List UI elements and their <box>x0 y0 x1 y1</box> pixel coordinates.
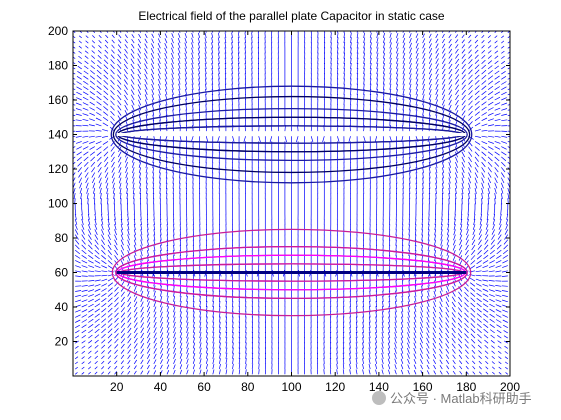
x-axis-ticks: 20 40 60 80 100 120 140 160 180 200 <box>110 31 520 394</box>
wechat-icon <box>372 391 386 405</box>
x-tick-label: 100 <box>281 380 301 394</box>
x-tick-label: 40 <box>154 380 168 394</box>
y-tick-label: 100 <box>48 197 68 211</box>
y-axis-ticks: 20 40 60 80 100 120 140 160 180 200 <box>48 24 510 349</box>
equipotential-line <box>115 245 468 300</box>
watermark-text: 公众号 · Matlab科研助手 <box>390 391 532 406</box>
watermark: 公众号 · Matlab科研助手 <box>372 388 532 407</box>
field-arrows <box>73 31 510 375</box>
chart-title: Electrical field of the parallel plate C… <box>138 9 445 23</box>
y-tick-label: 180 <box>48 59 68 73</box>
x-tick-label: 200 <box>500 380 520 394</box>
y-tick-label: 140 <box>48 128 68 142</box>
field-arrow-set <box>73 31 510 375</box>
equipotential-line <box>115 107 468 162</box>
x-tick-label: 180 <box>456 380 476 394</box>
y-tick-label: 80 <box>55 231 69 245</box>
y-tick-label: 40 <box>55 300 69 314</box>
y-tick-label: 120 <box>48 162 68 176</box>
x-tick-label: 20 <box>110 380 124 394</box>
y-tick-label: 60 <box>55 266 69 280</box>
capacitor-plates <box>116 133 467 274</box>
equipotential-line <box>112 95 471 174</box>
y-tick-label: 20 <box>55 335 69 349</box>
x-tick-label: 160 <box>413 380 433 394</box>
x-tick-label: 120 <box>325 380 345 394</box>
x-tick-label: 60 <box>197 380 211 394</box>
equipotential-line <box>110 85 473 184</box>
y-tick-label: 200 <box>48 24 68 38</box>
y-tick-label: 160 <box>48 93 68 107</box>
x-tick-label: 80 <box>241 380 255 394</box>
x-tick-label: 140 <box>369 380 389 394</box>
equipotential-line <box>111 228 472 317</box>
